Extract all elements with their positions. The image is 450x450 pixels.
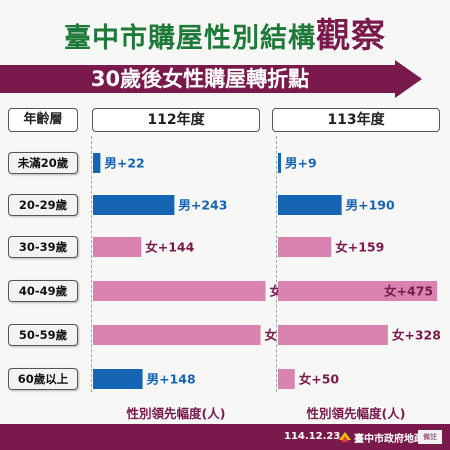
- footer-badge: 備註: [418, 430, 442, 444]
- city-logo-icon: [339, 432, 351, 442]
- title-main: 臺中市購屋性別結構: [64, 23, 316, 54]
- footer-date: 114.12.23: [284, 431, 341, 442]
- bar-113-3: [278, 281, 438, 301]
- bar-113-5: [278, 369, 295, 389]
- banner-text: 30歲後女性購屋轉折點: [90, 67, 310, 91]
- age-label-40-49: 40-49歲: [8, 280, 78, 302]
- header-age-group: 年齡層: [8, 108, 78, 132]
- data-label-112-5: 男+148: [147, 372, 196, 387]
- data-label-113-2: 女+159: [335, 240, 384, 255]
- banner: 30歲後女性購屋轉折點: [0, 60, 450, 98]
- bar-112-2: [93, 237, 142, 257]
- age-label-60plus: 60歲以上: [8, 368, 78, 390]
- age-label-30-39: 30-39歲: [8, 236, 78, 258]
- bar-112-0: [93, 153, 101, 173]
- header-year-112: 112年度: [92, 108, 260, 132]
- title-emphasis: 觀察: [316, 16, 386, 56]
- data-label-112-0: 男+22: [104, 156, 144, 171]
- bar-113-2: [278, 237, 332, 257]
- divider-113: [276, 136, 277, 392]
- banner-arrow-icon: [0, 60, 422, 98]
- page-title: 臺中市購屋性別結構觀察: [0, 8, 450, 57]
- age-label-50-59: 50-59歲: [8, 324, 78, 346]
- bar-113-0: [278, 153, 282, 173]
- xlabel-112: 性別領先幅度(人): [126, 406, 226, 421]
- data-label-113-3: 女+475: [384, 284, 433, 299]
- age-label-under20: 未滿20歲: [8, 152, 78, 174]
- age-label-20-29: 20-29歲: [8, 194, 78, 216]
- data-label-113-0: 男+9: [285, 156, 317, 171]
- data-label-113-5: 女+50: [299, 372, 340, 387]
- bar-113-1: [278, 195, 342, 215]
- divider-112: [91, 136, 92, 392]
- xlabel-113: 性別領先幅度(人): [306, 406, 406, 421]
- data-label-112-1: 男+243: [178, 198, 227, 213]
- data-label-112-2: 女+144: [145, 240, 194, 255]
- bar-112-5: [93, 369, 143, 389]
- data-label-113-1: 男+190: [346, 198, 395, 213]
- header-year-113: 113年度: [272, 108, 440, 132]
- footer-bar: 114.12.23 臺中市政府地政局 備註: [0, 424, 450, 450]
- data-label-113-4: 女+328: [392, 328, 441, 343]
- bar-113-4: [278, 325, 388, 345]
- bar-112-1: [93, 195, 175, 215]
- footer-org: 臺中市政府地政局: [354, 434, 434, 445]
- bar-112-4: [93, 325, 261, 345]
- bar-112-3: [93, 281, 266, 301]
